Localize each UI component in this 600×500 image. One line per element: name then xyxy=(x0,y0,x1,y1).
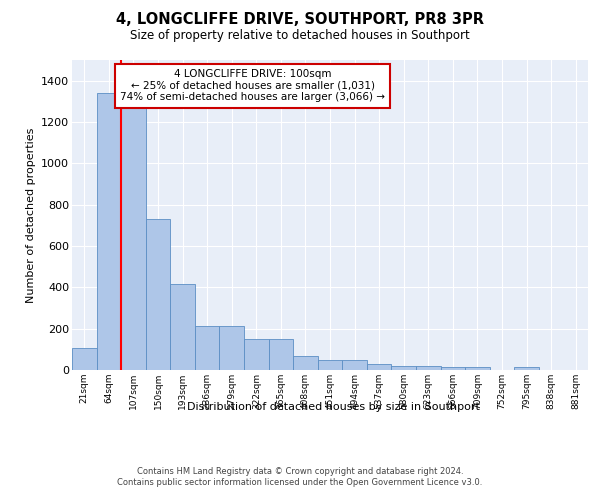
Bar xyxy=(318,360,342,370)
Y-axis label: Number of detached properties: Number of detached properties xyxy=(26,128,35,302)
Bar xyxy=(391,366,416,370)
Text: 4, LONGCLIFFE DRIVE, SOUTHPORT, PR8 3PR: 4, LONGCLIFFE DRIVE, SOUTHPORT, PR8 3PR xyxy=(116,12,484,28)
Text: Distribution of detached houses by size in Southport: Distribution of detached houses by size … xyxy=(187,402,479,412)
Bar xyxy=(97,93,121,370)
Bar xyxy=(440,367,465,370)
Bar xyxy=(170,284,195,370)
Bar xyxy=(244,339,269,370)
Text: Contains HM Land Registry data © Crown copyright and database right 2024.
Contai: Contains HM Land Registry data © Crown c… xyxy=(118,468,482,487)
Bar xyxy=(121,95,146,370)
Bar xyxy=(416,366,440,370)
Bar xyxy=(514,367,539,370)
Bar xyxy=(269,339,293,370)
Bar xyxy=(72,348,97,370)
Bar xyxy=(465,367,490,370)
Bar xyxy=(367,364,391,370)
Bar xyxy=(293,356,318,370)
Text: Size of property relative to detached houses in Southport: Size of property relative to detached ho… xyxy=(130,29,470,42)
Bar xyxy=(342,360,367,370)
Bar xyxy=(195,326,220,370)
Bar xyxy=(220,326,244,370)
Bar xyxy=(146,219,170,370)
Text: 4 LONGCLIFFE DRIVE: 100sqm
← 25% of detached houses are smaller (1,031)
74% of s: 4 LONGCLIFFE DRIVE: 100sqm ← 25% of deta… xyxy=(120,70,385,102)
